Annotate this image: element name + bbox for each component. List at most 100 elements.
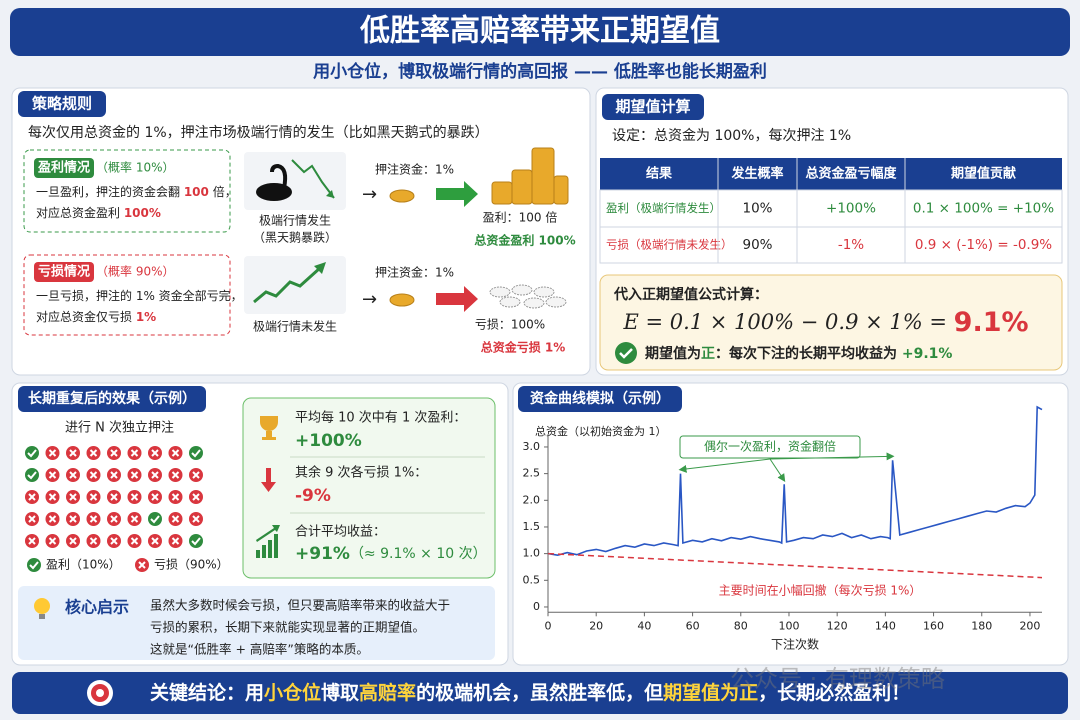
cross-mark bbox=[110, 449, 118, 457]
setting: 设定：总资金为 100%，每次押注 1% bbox=[612, 128, 851, 144]
section-tag bbox=[18, 91, 106, 117]
x-tick-label: 180 bbox=[971, 619, 992, 632]
x-axis-label: 下注次数 bbox=[771, 637, 819, 652]
cross-mark bbox=[171, 471, 180, 479]
cross-mark bbox=[89, 471, 98, 479]
y-tick-label: 2.5 bbox=[523, 467, 541, 480]
bulb-icon bbox=[34, 598, 50, 614]
insight-line: 这就是“低胜率 + 高赔率”策略的本质。 bbox=[150, 642, 369, 657]
scene-label: 极端行情未发生 bbox=[253, 319, 337, 334]
x-tick-label: 100 bbox=[778, 619, 799, 632]
formula-title: 代入正期望值公式计算： bbox=[613, 286, 768, 303]
legend-win: 盈利（10%） bbox=[46, 558, 121, 572]
win-tag-bg bbox=[34, 158, 94, 178]
growth-icon bbox=[256, 525, 280, 558]
cross-mark bbox=[89, 493, 98, 501]
text: 对应总资金仅亏损 bbox=[36, 309, 136, 324]
cross-mark bbox=[151, 493, 159, 501]
x-tick-label: 0 bbox=[545, 619, 552, 632]
annotation-box bbox=[679, 435, 861, 459]
highlight: 小仓位 bbox=[264, 681, 321, 704]
check-mark bbox=[27, 471, 37, 480]
y-tick-label: 0.5 bbox=[523, 573, 541, 586]
loss-line: 一旦亏损，押注的 1% 资金全部亏完， bbox=[36, 288, 243, 303]
loss-prob: （概率 90%） bbox=[96, 264, 175, 279]
cross-mark bbox=[28, 515, 36, 523]
y-tick-label: 1.0 bbox=[523, 547, 541, 560]
loss-line: 对应总资金仅亏损 1% bbox=[36, 309, 156, 324]
table-header: 结果 bbox=[646, 166, 672, 182]
coin bbox=[389, 293, 415, 307]
annotation-arrow bbox=[769, 452, 895, 461]
scene-label: （黑天鹅暴跌） bbox=[253, 230, 337, 245]
cross-mark bbox=[89, 537, 98, 545]
swan-neck bbox=[270, 163, 288, 189]
win-icon bbox=[189, 534, 203, 548]
footer-bar bbox=[12, 672, 1068, 714]
stat-note: （≈ 9.1% × 10 次） bbox=[350, 546, 487, 562]
text: ：每次下注的长期平均收益为 bbox=[715, 345, 902, 362]
x-tick-label: 20 bbox=[589, 619, 603, 632]
text: 关键结论：用 bbox=[150, 681, 264, 704]
trophy-icon bbox=[260, 416, 278, 440]
check-mark bbox=[619, 348, 633, 359]
check-mark bbox=[191, 537, 201, 546]
loss-tag: 亏损情况 bbox=[38, 264, 90, 280]
cross-mark bbox=[130, 515, 139, 523]
stat-value: +91%（≈ 9.1% × 10 次） bbox=[295, 544, 487, 564]
highlight: 正 bbox=[701, 346, 715, 362]
cross-mark bbox=[48, 493, 57, 501]
table-header: 总资金盈亏幅度 bbox=[805, 166, 897, 182]
cross-mark bbox=[171, 515, 180, 523]
highlight: 100% bbox=[124, 206, 161, 220]
arrowhead bbox=[314, 262, 326, 274]
table-header: 发生概率 bbox=[730, 166, 783, 182]
win-line: 一旦盈利，押注的资金会翻 100 倍， bbox=[36, 184, 237, 199]
table-row bbox=[599, 226, 1063, 264]
trend-line bbox=[547, 552, 1043, 579]
result-label: 盈利：100 倍 bbox=[483, 210, 558, 225]
text: 一旦盈利，押注的资金会翻 bbox=[36, 184, 184, 199]
stat-value: -9% bbox=[295, 486, 331, 506]
scene-label: 极端行情发生 bbox=[259, 213, 331, 228]
section-title: 策略规则 bbox=[31, 95, 92, 113]
check-mark bbox=[27, 449, 37, 458]
chart-panel bbox=[512, 382, 1069, 666]
header-bar bbox=[10, 8, 1070, 56]
cross-mark bbox=[171, 493, 180, 501]
text: 对应总资金盈利 bbox=[36, 205, 124, 220]
conclusion: 期望值为正：每次下注的长期平均收益为 +9.1% bbox=[645, 345, 952, 362]
loss-tag-bg bbox=[34, 262, 94, 282]
section-title: 期望值计算 bbox=[615, 98, 690, 116]
formula: E = 0.1 × 100% − 0.9 × 1% = 9.1% bbox=[622, 307, 1028, 338]
coin-stack bbox=[491, 147, 569, 205]
table-header: 期望值贡献 bbox=[951, 166, 1016, 182]
table-cell: 亏损（极端行情未发生） bbox=[606, 238, 733, 252]
highlight: 高赔率 bbox=[359, 681, 416, 704]
legend-win-icon bbox=[27, 558, 41, 572]
stat-label: 合计平均收益： bbox=[295, 525, 386, 540]
target-center bbox=[96, 689, 104, 697]
x-tick-label: 80 bbox=[734, 619, 748, 632]
cross-mark bbox=[171, 537, 180, 545]
title: 低胜率高赔率带来正期望值 bbox=[359, 14, 720, 49]
table-cell: 10% bbox=[742, 201, 772, 217]
stat-number: +91% bbox=[295, 544, 350, 564]
footer-text: 关键结论：用小仓位博取高赔率的极端机会，虽然胜率低，但期望值为正，长期必然盈利！ bbox=[150, 681, 910, 704]
bet-label: 押注资金：1% bbox=[375, 162, 454, 177]
bet-label: 押注资金：1% bbox=[375, 265, 454, 280]
table-cell: +100% bbox=[826, 201, 876, 217]
cross-mark bbox=[151, 449, 159, 457]
cross-mark bbox=[171, 449, 180, 457]
scene-image bbox=[244, 152, 346, 210]
outcome-grid bbox=[25, 446, 203, 548]
equity-line bbox=[547, 405, 1043, 557]
cross-mark bbox=[110, 537, 118, 545]
swan-body bbox=[256, 183, 292, 201]
section-title: 长期重复后的效果（示例） bbox=[28, 390, 196, 407]
cross-mark bbox=[192, 515, 200, 523]
insight-line: 虽然大多数时候会亏损，但只要高赔率带来的收益大于 bbox=[150, 598, 450, 613]
cross-mark bbox=[192, 493, 200, 501]
win-line: 对应总资金盈利 100% bbox=[36, 205, 161, 220]
